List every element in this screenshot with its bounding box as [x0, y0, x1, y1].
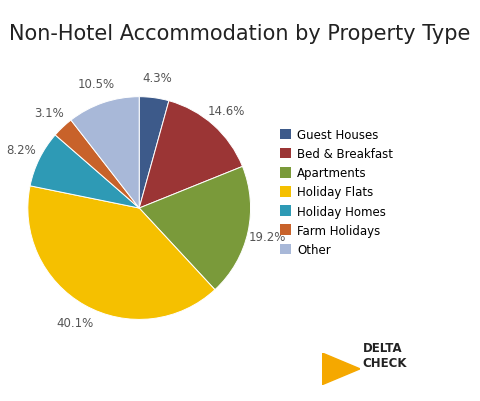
Text: 8.2%: 8.2% [7, 144, 36, 157]
Text: 3.1%: 3.1% [34, 107, 64, 120]
Text: 14.6%: 14.6% [208, 104, 245, 117]
Wedge shape [28, 186, 215, 320]
Text: 10.5%: 10.5% [78, 78, 115, 91]
Polygon shape [322, 353, 360, 385]
Wedge shape [30, 136, 139, 209]
Text: 4.3%: 4.3% [142, 72, 172, 85]
Wedge shape [55, 121, 139, 209]
Text: DELTA
CHECK: DELTA CHECK [362, 341, 407, 369]
Legend: Guest Houses, Bed & Breakfast, Apartments, Holiday Flats, Holiday Homes, Farm Ho: Guest Houses, Bed & Breakfast, Apartment… [279, 129, 393, 256]
Text: 40.1%: 40.1% [56, 316, 94, 329]
Wedge shape [139, 101, 242, 209]
Text: Non-Hotel Accommodation by Property Type: Non-Hotel Accommodation by Property Type [9, 24, 471, 44]
Wedge shape [71, 97, 139, 209]
Wedge shape [139, 97, 169, 209]
Wedge shape [139, 167, 251, 290]
Text: 19.2%: 19.2% [249, 231, 286, 243]
